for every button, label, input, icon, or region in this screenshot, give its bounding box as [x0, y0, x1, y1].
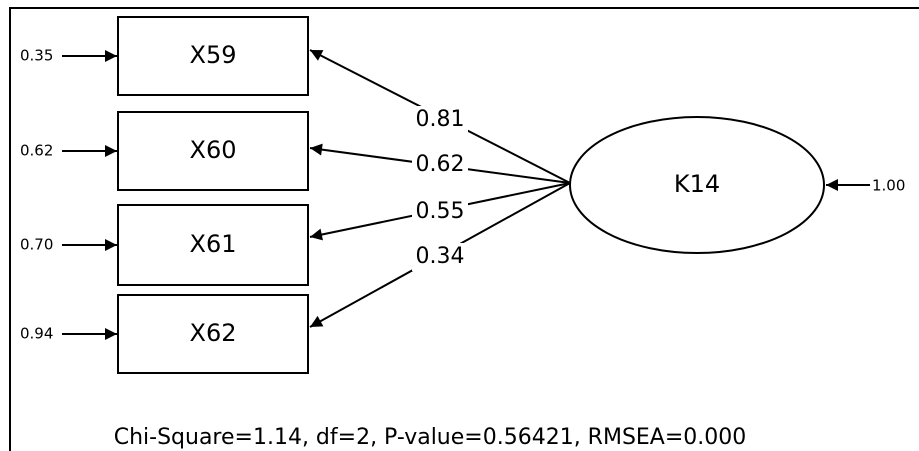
- observed-label: X59: [190, 41, 237, 69]
- observed-variable: [117, 204, 309, 286]
- error-label: 0.70: [20, 236, 53, 254]
- loading-label-bg: [412, 151, 468, 179]
- loading-label: 0.55: [416, 199, 465, 224]
- latent-label: K14: [674, 170, 720, 198]
- error-label: 0.94: [20, 325, 53, 343]
- observed-label: X62: [190, 319, 237, 347]
- fit-statistics: Chi-Square=1.14, df=2, P-value=0.56421, …: [114, 425, 747, 450]
- diagram-layer: X59 0.35 X60 0.62 X61 0.70 X62 0.94 0.81 0.62 0.55…: [20, 16, 905, 374]
- loading-label-bg: [412, 243, 468, 271]
- frame: [9, 7, 919, 451]
- latent-variable: [569, 116, 825, 254]
- loading-label-bg: [412, 198, 468, 226]
- loading-label: 0.62: [416, 152, 465, 177]
- observed-variable: [117, 111, 309, 191]
- error-label: 0.35: [20, 47, 53, 65]
- observed-variable: [117, 294, 309, 374]
- observed-variable: [117, 16, 309, 96]
- observed-label: X60: [190, 136, 237, 164]
- loading-label-bg: [412, 106, 468, 134]
- error-label: 0.62: [20, 142, 53, 160]
- latent-error-label: 1.00: [872, 177, 905, 195]
- observed-label: X61: [190, 230, 237, 258]
- loading-label: 0.34: [416, 244, 465, 269]
- loading-label: 0.81: [416, 107, 465, 132]
